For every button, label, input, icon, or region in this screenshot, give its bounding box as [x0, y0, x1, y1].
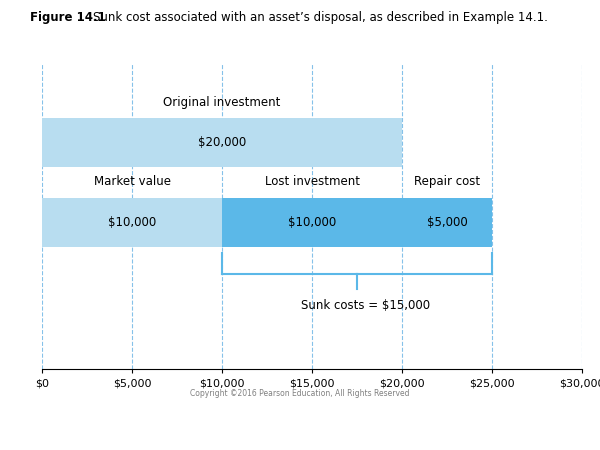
Text: All Rights Reserved: All Rights Reserved — [342, 433, 424, 442]
Text: Market value: Market value — [94, 176, 170, 189]
Bar — [402, 198, 492, 247]
Text: Original investment: Original investment — [163, 96, 281, 109]
Text: PEARSON: PEARSON — [487, 418, 588, 436]
Text: Contemporary Engineering Economics, 6e, GE: Contemporary Engineering Economics, 6e, … — [105, 414, 299, 423]
Bar — [42, 118, 402, 167]
Text: Sunk cost associated with an asset’s disposal, as described in Example 14.1.: Sunk cost associated with an asset’s dis… — [93, 11, 548, 24]
Text: $5,000: $5,000 — [427, 216, 467, 229]
Text: Lost investment: Lost investment — [265, 176, 359, 189]
Text: Repair cost: Repair cost — [414, 176, 480, 189]
Text: ALWAYS LEARNING: ALWAYS LEARNING — [12, 421, 101, 430]
Text: Copyright © 2016, Pearson Education, Ltd.: Copyright © 2016, Pearson Education, Ltd… — [342, 414, 523, 423]
Text: $10,000: $10,000 — [108, 216, 156, 229]
Bar — [222, 198, 402, 247]
Text: $10,000: $10,000 — [288, 216, 336, 229]
Text: Chan S. Park: Chan S. Park — [105, 433, 158, 442]
Text: Figure 14.1: Figure 14.1 — [30, 11, 106, 24]
Text: $20,000: $20,000 — [198, 136, 246, 149]
Text: Sunk costs = $15,000: Sunk costs = $15,000 — [301, 299, 431, 311]
Text: Copyright ©2016 Pearson Education, All Rights Reserved: Copyright ©2016 Pearson Education, All R… — [190, 389, 410, 398]
Bar — [42, 198, 222, 247]
